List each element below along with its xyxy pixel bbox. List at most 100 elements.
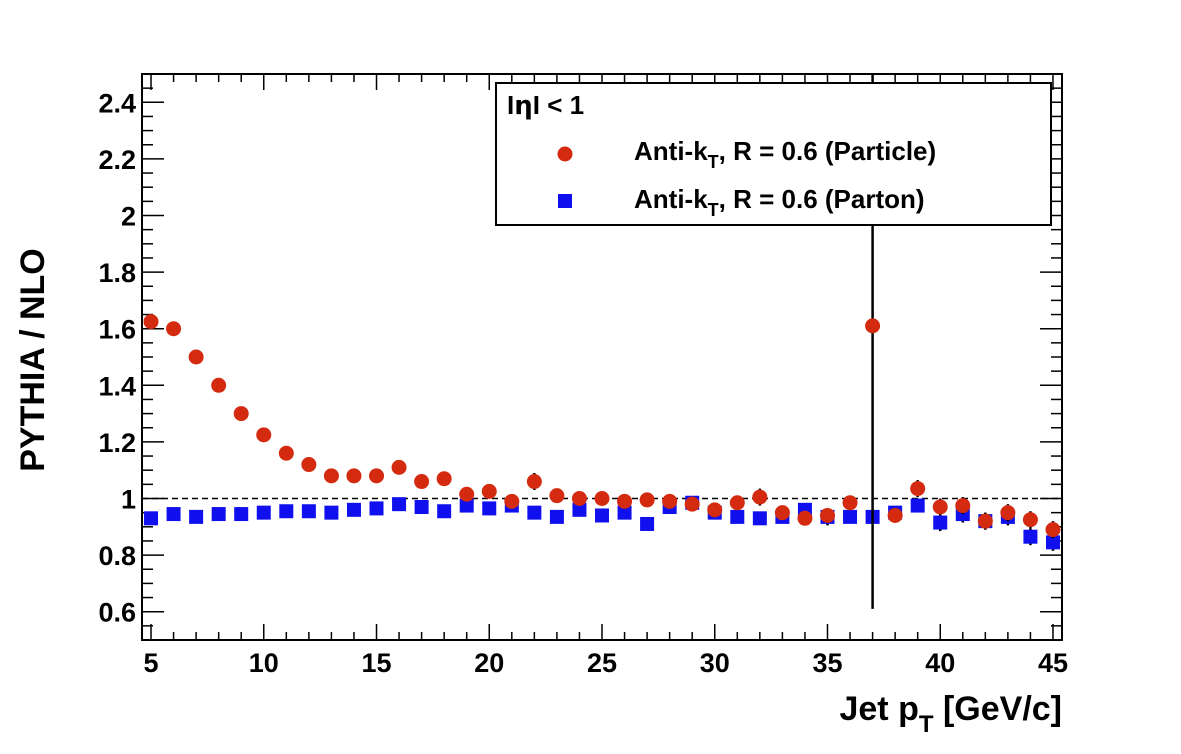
data-point-particle [211, 377, 227, 393]
data-point-parton [572, 502, 587, 517]
data-point-parton [414, 499, 429, 514]
data-point-parton [144, 511, 159, 526]
x-tick-labels: 5 10 15 20 25 30 35 40 45 [144, 648, 1068, 678]
data-point-particle [436, 471, 452, 487]
data-point-particle [571, 491, 587, 506]
data-point-particle [797, 510, 813, 526]
data-point-particle [1022, 512, 1038, 528]
data-point-parton [346, 502, 361, 517]
data-point-parton [549, 509, 564, 524]
x-tick-label: 15 [361, 648, 391, 678]
legend-marker-particle [557, 146, 573, 162]
y-tick-label: 0.8 [98, 541, 136, 571]
y-tick-label: 0.6 [98, 598, 136, 628]
data-point-particle [865, 318, 881, 334]
data-point-parton [843, 509, 858, 524]
data-point-parton [324, 505, 339, 520]
data-point-particle [662, 493, 678, 509]
data-point-particle [594, 491, 610, 506]
y-tick-label: 1.6 [98, 315, 136, 345]
data-point-particle [188, 349, 204, 365]
data-point-parton [617, 505, 632, 520]
x-tick-label: 20 [474, 648, 504, 678]
y-tick-label: 1.4 [98, 371, 136, 401]
y-tick-label: 1 [121, 485, 136, 515]
legend-label-parton: Anti-kT, R = 0.6 (Parton) [634, 184, 925, 220]
data-point-particle [1000, 505, 1016, 521]
data-point-parton [189, 509, 204, 524]
data-point-particle [414, 474, 430, 490]
x-tick-label: 30 [700, 648, 730, 678]
data-point-particle [346, 468, 362, 484]
data-point-particle [143, 314, 159, 330]
data-point-particle [819, 507, 835, 523]
legend-marker-parton [558, 194, 572, 208]
data-point-particle [707, 502, 723, 518]
data-point-parton [279, 504, 294, 519]
x-tick-label: 40 [925, 648, 955, 678]
data-point-particle [481, 483, 497, 499]
data-point-parton [595, 508, 609, 523]
x-tick-label: 5 [144, 648, 159, 678]
data-point-particle [887, 507, 903, 523]
data-point-particle [233, 406, 249, 422]
data-point-particle [504, 493, 520, 509]
legend-header: IηI < 1 [507, 90, 584, 121]
data-point-parton [234, 507, 249, 522]
data-point-parton [730, 509, 745, 524]
data-point-parton [392, 497, 407, 512]
data-point-particle [323, 468, 339, 484]
data-point-particle [617, 493, 633, 509]
x-tick-label: 25 [587, 648, 617, 678]
data-point-particle [729, 495, 745, 511]
data-point-parton [369, 501, 384, 516]
legend: IηI < 1 Anti-kT, R = 0.6 (Particle) Anti… [495, 82, 1052, 226]
data-point-parton [933, 515, 948, 530]
data-point-particle [955, 498, 971, 514]
data-point-particle [1045, 522, 1061, 538]
x-tick-label: 35 [812, 648, 842, 678]
data-point-parton [459, 498, 474, 513]
data-point-particle [166, 321, 182, 337]
data-point-parton [166, 507, 181, 522]
data-point-particle [459, 486, 475, 502]
y-tick-labels: 0.6 0.8 1 1.2 1.4 1.6 1.8 2 2.2 2.4 [98, 88, 136, 627]
x-tick-label: 10 [249, 648, 279, 678]
y-tick-label: 2 [121, 202, 136, 232]
y-tick-label: 1.2 [98, 428, 136, 458]
data-point-particle [256, 427, 272, 443]
data-point-particle [391, 459, 407, 475]
data-point-particle [752, 489, 768, 505]
data-point-parton [640, 516, 655, 531]
legend-label-particle: Anti-kT, R = 0.6 (Particle) [634, 136, 936, 172]
data-point-parton [1023, 529, 1038, 544]
data-point-parton [482, 501, 497, 516]
x-tick-label: 45 [1038, 648, 1068, 678]
data-point-parton [1045, 535, 1060, 550]
x-axis-title: Jet pT [GeV/c] [839, 690, 1062, 738]
y-axis-title: PYTHIA / NLO [14, 248, 52, 472]
y-tick-label: 2.2 [98, 145, 136, 175]
data-point-parton [211, 507, 226, 522]
data-point-particle [977, 513, 993, 529]
data-point-parton [527, 505, 542, 520]
data-point-particle [684, 496, 700, 512]
data-point-particle [549, 488, 565, 504]
data-point-particle [301, 457, 317, 473]
data-point-parton [910, 498, 925, 513]
data-point-particle [910, 481, 926, 497]
data-point-parton [752, 511, 767, 526]
data-point-particle [932, 499, 948, 515]
data-point-particle [369, 468, 385, 484]
data-point-particle [639, 492, 655, 508]
data-point-parton [256, 505, 271, 520]
y-tick-label: 2.4 [98, 88, 136, 118]
data-point-particle [278, 445, 294, 461]
axis-ticks [142, 73, 1062, 641]
data-point-parton [437, 504, 452, 519]
legend-box [495, 82, 1052, 226]
data-point-parton [301, 504, 316, 519]
data-point-particle [526, 474, 542, 490]
data-point-particle [774, 505, 790, 521]
